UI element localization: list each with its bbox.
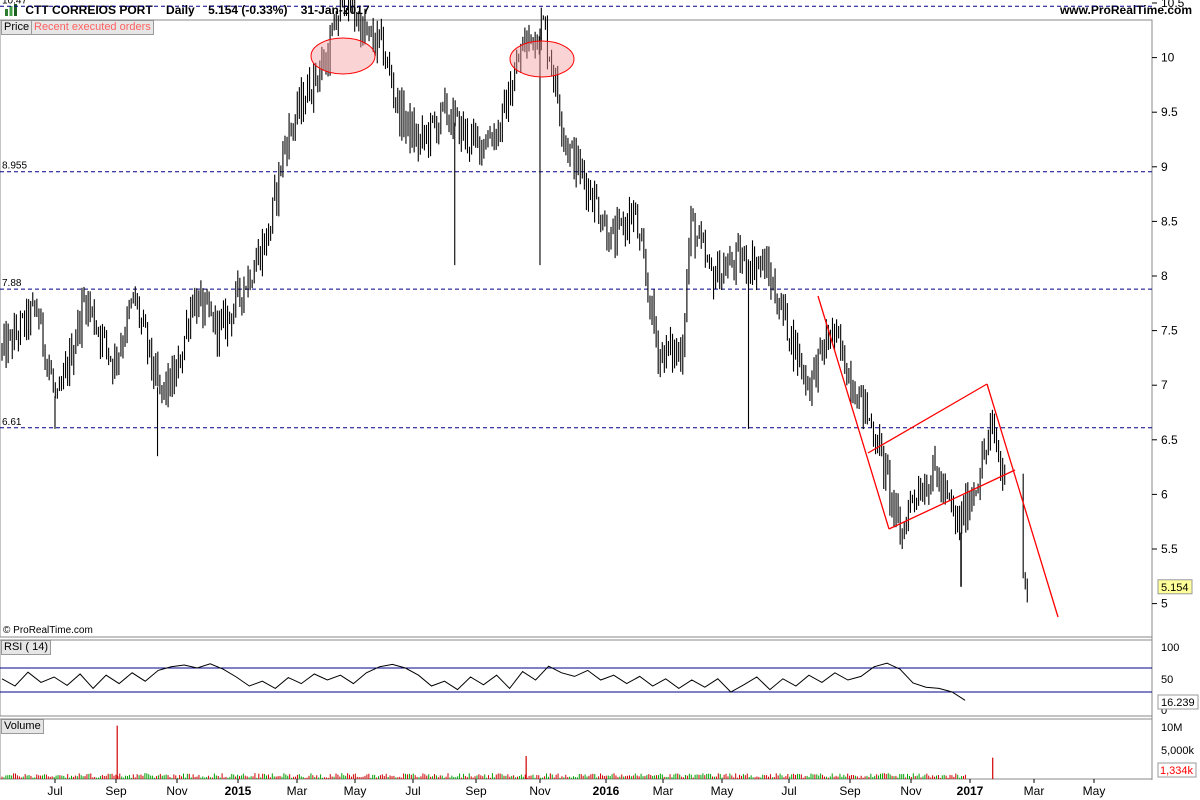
time-tick-label: Sep [465, 784, 487, 798]
time-tick-label: 2015 [225, 784, 252, 798]
price-tick-label: 7 [1161, 378, 1168, 392]
time-tick-label: Mar [653, 784, 674, 798]
channel-upper-line [867, 383, 988, 454]
time-tick-label: Sep [839, 784, 861, 798]
rsi-panel-frame [0, 639, 1153, 717]
wedge-upper-line [817, 295, 890, 530]
time-tick-label: Nov [166, 784, 187, 798]
price-panel: 55.566.577.588.599.51010.51110.478.9557.… [0, 0, 1193, 780]
price-tick-label: 5 [1161, 597, 1168, 611]
period-label: Daily [166, 3, 195, 17]
watermark-text: © ProRealTime.com [3, 625, 93, 636]
price-panel-frame [0, 19, 1153, 638]
time-tick-label: Sep [105, 784, 127, 798]
volume-last-label: 1,334k [1160, 765, 1194, 777]
time-axis: Jul Sep Nov 2015 Mar May Jul Sep Nov 2016 Mar May Ju… [47, 779, 1105, 798]
time-tick-label: Jul [405, 784, 420, 798]
recent-orders-tag[interactable]: Recent executed orders [31, 20, 154, 35]
rsi-tick-label: 50 [1161, 674, 1173, 686]
price-bars [1, 0, 1028, 603]
time-tick-label: Jul [781, 784, 796, 798]
prorealtime-logo-icon [5, 4, 17, 16]
time-tick-label: May [1083, 784, 1106, 798]
level-label: 7.88 [2, 278, 22, 289]
volume-last-box [1157, 762, 1197, 778]
price-tick-label: 10 [1161, 51, 1175, 65]
last-price-box [1157, 579, 1193, 595]
target-line [986, 383, 1059, 618]
volume-panel: 10M 5,000k 1,334k [0, 718, 1197, 780]
double-top-ellipse [509, 40, 575, 78]
rsi-tag[interactable]: RSI ( 14) [1, 640, 52, 655]
time-tick-label: May [344, 784, 367, 798]
time-tick-label: Nov [529, 784, 550, 798]
rsi-line [1, 662, 966, 701]
price-tick-label: 6.5 [1161, 433, 1178, 447]
price-tick-label: 8 [1161, 269, 1168, 283]
price-tick-label: 5.5 [1161, 542, 1178, 556]
volume-tick-label: 10M [1161, 722, 1182, 734]
price-tick-label: 9 [1161, 160, 1168, 174]
price-tick-label: 9.5 [1161, 105, 1178, 119]
channel-lower-line [888, 469, 1016, 530]
time-tick-label: Mar [1024, 784, 1045, 798]
rsi-last-box [1157, 694, 1199, 710]
volume-tick-label: 5,000k [1161, 745, 1195, 757]
level-label: 8.955 [2, 161, 27, 172]
rsi-tick-label: 0 [1161, 705, 1167, 717]
level-label: 10.47 [2, 0, 27, 6]
time-tick-label: Nov [900, 784, 921, 798]
last-price-label: 5.154 [1161, 582, 1189, 594]
volume-panel-frame [0, 718, 1153, 780]
level-label: 6.61 [2, 417, 22, 428]
time-tick-label: 2017 [957, 784, 984, 798]
rsi-panel: 100 50 016.239 [0, 639, 1199, 717]
price-tick-label: 6 [1161, 487, 1168, 501]
time-tick-label: Mar [287, 784, 308, 798]
price-tick-label: 10.5 [1161, 0, 1185, 10]
double-top-ellipse [310, 37, 376, 75]
rsi-last-label: 16.239 [1161, 697, 1195, 709]
price-tick-label: 8.5 [1161, 214, 1178, 228]
time-tick-label: 2016 [593, 784, 620, 798]
price-tick-label: 7.5 [1161, 324, 1178, 338]
volume-tag[interactable]: Volume [1, 719, 44, 734]
time-tick-label: Jul [47, 784, 62, 798]
rsi-tick-label: 100 [1161, 642, 1179, 654]
time-tick-label: May [711, 784, 734, 798]
